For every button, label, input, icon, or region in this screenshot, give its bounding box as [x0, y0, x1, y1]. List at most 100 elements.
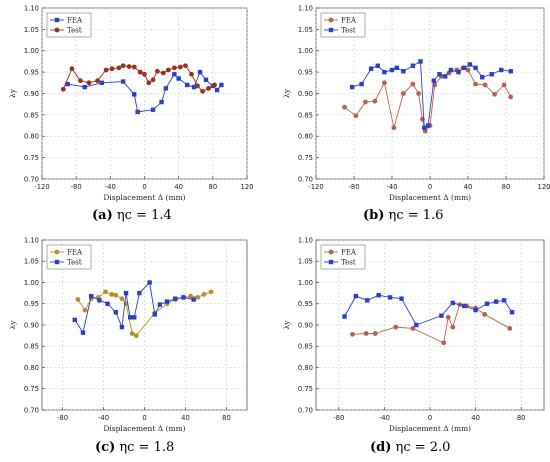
data-point-c-1-5	[113, 310, 118, 315]
data-point-b-0-10	[422, 128, 428, 134]
data-point-a-0-13	[197, 69, 203, 75]
data-point-a-1-7	[116, 65, 122, 71]
data-point-c-0-5	[109, 292, 115, 297]
data-point-b-1-18	[467, 62, 473, 67]
y-tick-label-a-2: 0.80	[24, 133, 39, 141]
data-point-a-1-21	[189, 71, 194, 77]
caption-b-text: ηc = 1.6	[388, 208, 444, 223]
data-point-a-1-13	[146, 80, 152, 86]
data-point-d-0-5	[441, 340, 447, 346]
chart-panel-a: -120 -80 -40 0 40 80 120 0.70 0.75 0.80 0.85 0.90 0.…	[8, 4, 253, 202]
caption-a-label: (a)	[92, 208, 113, 223]
y-tick-label-c-7: 1.05	[24, 258, 39, 266]
x-tick-label-a-0: -120	[34, 183, 49, 191]
data-point-b-1-19	[473, 65, 478, 71]
data-point-c-0-9	[129, 331, 135, 336]
x-tick-label-c-0: -80	[57, 414, 68, 422]
data-point-c-1-0	[72, 317, 77, 323]
data-point-a-0-3	[120, 79, 126, 84]
x-tick-label-a-6: 120	[241, 183, 254, 191]
data-point-b-0-5	[391, 125, 397, 131]
data-point-b-0-21	[501, 82, 507, 88]
series-a-0	[65, 69, 224, 115]
legend-a: FEA Test	[46, 12, 92, 38]
data-point-a-1-8	[120, 63, 126, 69]
data-point-c-1-13	[157, 302, 163, 307]
y-tick-label-b-6: 1.00	[298, 47, 313, 55]
y-tick-label-b-4: 0.90	[298, 90, 313, 98]
y-tick-label-d-0: 0.70	[298, 406, 313, 414]
legend-swatch-marker-a-0	[54, 17, 60, 23]
x-tick-label-c-2: 0	[142, 414, 146, 422]
data-point-a-0-17	[219, 82, 224, 88]
series-b-0	[342, 65, 514, 134]
caption-d-label: (d)	[370, 440, 392, 455]
data-point-a-1-19	[177, 64, 183, 70]
series-c-1	[72, 280, 196, 335]
data-point-a-1-6	[109, 66, 115, 72]
y-tick-label-b-8: 1.10	[298, 4, 313, 12]
x-tick-label-b-0: -120	[308, 183, 323, 191]
data-point-a-0-6	[150, 107, 156, 112]
caption-a: (a) ηc = 1.4	[92, 208, 172, 223]
y-tick-label-a-6: 1.00	[24, 47, 39, 55]
data-point-d-0-0	[350, 331, 355, 337]
data-point-a-1-17	[166, 67, 171, 73]
data-point-a-1-9	[126, 64, 132, 69]
data-point-b-1-13	[437, 72, 442, 77]
y-axis-label-d: λy	[282, 320, 291, 330]
x-tick-label-a-3: 0	[142, 183, 146, 191]
data-point-b-1-20	[480, 75, 485, 80]
data-point-b-0-3	[372, 98, 378, 104]
x-tick-label-a-2: -40	[105, 183, 116, 191]
x-tick-label-c-3: 40	[181, 414, 190, 422]
data-point-d-0-2	[372, 331, 378, 336]
data-point-a-0-7	[159, 99, 164, 105]
y-tick-label-b-2: 0.80	[298, 133, 313, 141]
data-point-a-0-10	[176, 76, 181, 81]
data-point-a-0-9	[172, 72, 177, 77]
data-point-a-0-8	[163, 86, 169, 91]
data-point-c-0-10	[133, 333, 139, 339]
caption-d-text: ηc = 2.0	[395, 440, 451, 455]
legend-box-b	[320, 12, 366, 38]
y-tick-label-a-7: 1.05	[24, 26, 39, 34]
data-point-d-1-9	[462, 303, 467, 309]
data-point-d-0-12	[507, 326, 513, 331]
data-point-b-1-17	[462, 65, 467, 71]
data-point-c-1-8	[127, 315, 133, 320]
data-point-b-0-0	[342, 104, 347, 110]
x-tick-label-b-1: -80	[348, 183, 359, 191]
data-point-d-1-8	[450, 300, 455, 306]
data-point-a-0-16	[214, 87, 220, 93]
x-tick-label-b-4: 40	[464, 183, 473, 191]
legend-swatch-marker-b-0	[328, 17, 334, 23]
x-tick-label-b-5: 80	[502, 183, 511, 191]
caption-a-text: ηc = 1.4	[116, 208, 172, 223]
data-point-d-1-14	[509, 310, 515, 315]
y-tick-label-d-3: 0.85	[298, 343, 313, 351]
data-point-b-0-19	[482, 82, 488, 88]
chart-panel-b: -120 -80 -40 0 40 80 120 0.70 0.75 0.80 0.85 0.90 0.…	[282, 4, 550, 202]
data-point-c-0-6	[113, 292, 119, 298]
data-point-c-0-1	[82, 307, 88, 313]
legend-b: FEA Test	[320, 12, 366, 38]
data-point-b-1-22	[499, 67, 504, 73]
x-tick-label-b-6: 120	[538, 183, 550, 191]
data-point-d-1-13	[501, 298, 507, 303]
data-point-b-1-21	[489, 72, 494, 77]
data-point-a-0-14	[203, 77, 209, 83]
chart-panel-d: -80 -40 0 40 80 0.70 0.75 0.80 0.85 0.90 0.95 1.00 1…	[282, 236, 545, 433]
data-point-b-1-2	[368, 66, 374, 71]
data-point-d-0-4	[410, 326, 416, 331]
y-tick-label-a-5: 0.95	[24, 69, 39, 77]
y-tick-label-c-2: 0.80	[24, 364, 39, 372]
data-point-b-1-5	[389, 67, 395, 73]
legend-box-c	[46, 244, 92, 270]
data-point-a-1-15	[154, 68, 160, 74]
data-point-c-1-1	[80, 330, 86, 335]
y-tick-label-d-7: 1.05	[298, 258, 313, 266]
x-tick-label-d-4: 80	[517, 414, 526, 422]
data-point-b-0-20	[492, 91, 497, 97]
data-point-a-0-11	[185, 82, 190, 88]
